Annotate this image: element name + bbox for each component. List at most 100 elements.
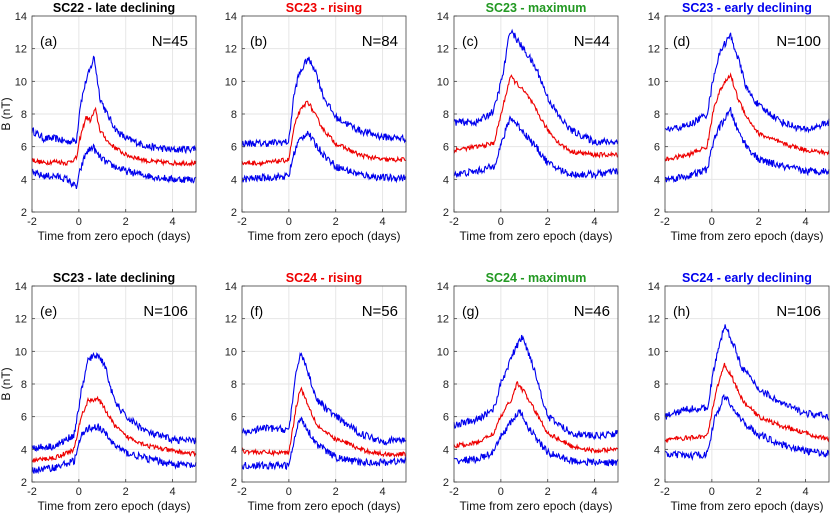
y-tick-label: 14 <box>437 11 449 23</box>
y-axis-label: B (nT) <box>0 367 13 400</box>
event-count: N=44 <box>574 33 610 50</box>
x-tick-label: -2 <box>660 486 670 498</box>
event-count: N=56 <box>362 303 398 320</box>
y-tick-label: 10 <box>225 346 237 358</box>
y-tick-label: 4 <box>21 444 27 456</box>
x-axis-label: Time from zero epoch (days) <box>38 499 191 513</box>
panel-title: SC24 - maximum <box>486 271 587 285</box>
y-tick-label: 4 <box>231 444 237 456</box>
y-tick-label: 12 <box>15 314 27 326</box>
y-tick-label: 8 <box>21 379 27 391</box>
series-lower-line <box>31 143 197 190</box>
panel-letter: (e) <box>40 303 57 319</box>
series-mean-line <box>664 72 830 162</box>
panel-title: SC23 - maximum <box>486 1 587 15</box>
panel-a: -2 0 2 4 2 4 6 8 10 12 14 SC22 - late declining (a) N… <box>0 1 197 243</box>
x-tick-label: 2 <box>756 486 762 498</box>
series-lower-line <box>664 107 830 183</box>
panel-letter: (a) <box>40 33 57 49</box>
y-tick-label: 6 <box>231 412 237 424</box>
x-tick-label: 0 <box>709 486 715 498</box>
y-tick-label: 2 <box>654 477 660 489</box>
panel-title: SC22 - late declining <box>53 1 175 15</box>
x-axis-label: Time from zero epoch (days) <box>248 499 401 513</box>
x-tick-label: -2 <box>660 216 670 228</box>
x-tick-label: 2 <box>545 486 551 498</box>
y-tick-label: 14 <box>15 11 27 23</box>
x-tick-label: 2 <box>756 216 762 228</box>
y-tick-label: 4 <box>21 174 27 186</box>
x-tick-label: 0 <box>286 486 292 498</box>
y-tick-label: 6 <box>443 412 449 424</box>
y-tick-label: 12 <box>225 314 237 326</box>
series-upper-line <box>241 351 407 446</box>
event-count: N=84 <box>362 33 398 50</box>
y-tick-label: 8 <box>21 109 27 121</box>
panel-e: -2 0 2 4 2 4 6 8 10 12 14 SC23 - late declining (e) N… <box>0 271 197 513</box>
event-count: N=106 <box>143 303 188 320</box>
series-mean-line <box>31 395 197 463</box>
y-tick-label: 12 <box>648 44 660 56</box>
y-tick-label: 4 <box>443 174 449 186</box>
series-lower-line <box>241 416 407 471</box>
y-tick-label: 14 <box>437 281 449 293</box>
panel-title: SC23 - rising <box>286 1 362 15</box>
y-tick-label: 2 <box>21 207 27 219</box>
x-tick-label: 4 <box>380 216 386 228</box>
series-upper-line <box>664 324 830 421</box>
x-tick-label: 4 <box>170 216 176 228</box>
series-upper-line <box>31 351 197 453</box>
x-tick-label: 0 <box>709 216 715 228</box>
x-tick-label: 4 <box>803 486 809 498</box>
panel-b: -2 0 2 4 2 4 6 8 10 12 14 SC23 - rising (b) N=84 Time … <box>225 1 407 243</box>
y-tick-label: 8 <box>231 109 237 121</box>
x-tick-label: 2 <box>123 486 129 498</box>
panel-letter: (h) <box>673 303 690 319</box>
y-tick-label: 8 <box>443 109 449 121</box>
series-mean-line <box>453 381 619 454</box>
x-tick-label: -2 <box>27 486 37 498</box>
panel-letter: (c) <box>462 33 478 49</box>
event-count: N=45 <box>152 33 188 50</box>
y-tick-label: 6 <box>654 142 660 154</box>
y-tick-label: 12 <box>15 44 27 56</box>
panel-f: -2 0 2 4 2 4 6 8 10 12 14 SC24 - rising (f) N=56 Time … <box>225 271 407 513</box>
x-axis-label: Time from zero epoch (days) <box>671 229 824 243</box>
series-upper-line <box>664 32 830 134</box>
y-tick-label: 6 <box>21 412 27 424</box>
y-tick-label: 14 <box>225 11 237 23</box>
series-mean-line <box>241 100 407 167</box>
y-tick-label: 6 <box>231 142 237 154</box>
event-count: N=46 <box>574 303 610 320</box>
y-tick-label: 4 <box>443 444 449 456</box>
y-tick-label: 4 <box>654 444 660 456</box>
x-tick-label: 0 <box>498 486 504 498</box>
y-tick-label: 8 <box>443 379 449 391</box>
event-count: N=100 <box>776 33 821 50</box>
series-mean-line <box>664 362 830 444</box>
y-tick-label: 12 <box>225 44 237 56</box>
y-tick-label: 10 <box>225 76 237 88</box>
x-tick-label: 2 <box>545 216 551 228</box>
y-tick-label: 2 <box>443 477 449 489</box>
y-tick-label: 4 <box>231 174 237 186</box>
x-tick-label: 2 <box>333 486 339 498</box>
y-tick-label: 10 <box>648 76 660 88</box>
panel-title: SC23 - early declining <box>682 1 812 15</box>
x-tick-label: -2 <box>237 216 247 228</box>
x-tick-label: 4 <box>803 216 809 228</box>
y-tick-label: 10 <box>437 76 449 88</box>
panel-title: SC24 - early declining <box>682 271 812 285</box>
y-tick-label: 14 <box>648 11 660 23</box>
panel-h: -2 0 2 4 2 4 6 8 10 12 14 SC24 - early declining (h)… <box>648 271 830 513</box>
event-count: N=106 <box>776 303 821 320</box>
y-tick-label: 8 <box>654 109 660 121</box>
y-tick-label: 2 <box>21 477 27 489</box>
series-lower-line <box>453 115 619 180</box>
y-tick-label: 12 <box>648 314 660 326</box>
y-tick-label: 6 <box>654 412 660 424</box>
x-tick-label: 0 <box>498 216 504 228</box>
x-axis-label: Time from zero epoch (days) <box>671 499 824 513</box>
panel-title: SC23 - late declining <box>53 271 175 285</box>
